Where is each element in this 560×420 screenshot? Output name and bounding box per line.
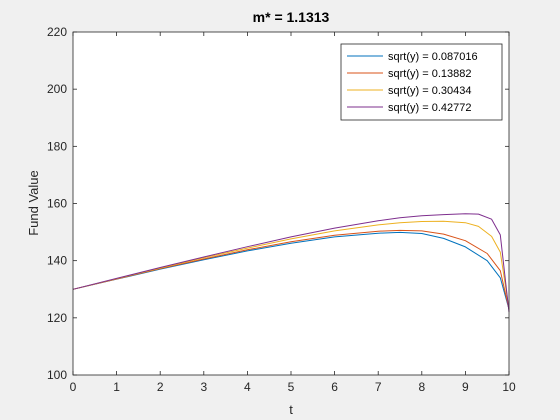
series-layer — [72, 213, 510, 313]
legend-label: sqrt(y) = 0.30434 — [388, 85, 471, 97]
chart-title: m* = 1.1313 — [253, 9, 330, 25]
legend-label: sqrt(y) = 0.13882 — [388, 68, 471, 80]
y-tick-label: 160 — [47, 197, 67, 211]
series-line-4 — [72, 213, 510, 313]
y-tick-label: 100 — [47, 368, 67, 382]
y-tick-label: 220 — [47, 25, 67, 39]
x-tick-label: 6 — [331, 380, 338, 394]
y-tick-label: 200 — [47, 82, 67, 96]
y-axis: 100 120 140 160 180 200 220 — [47, 25, 509, 382]
x-tick-label: 10 — [502, 380, 516, 394]
x-tick-label: 4 — [244, 380, 251, 394]
series-line-3 — [72, 220, 510, 310]
x-axis-label: t — [289, 402, 293, 417]
x-tick-label: 7 — [375, 380, 382, 394]
y-axis-label: Fund Value — [26, 170, 41, 236]
y-tick-label: 120 — [47, 311, 67, 325]
x-tick-label: 1 — [113, 380, 120, 394]
x-tick-label: 5 — [288, 380, 295, 394]
x-axis: 0 1 2 3 4 5 6 7 8 9 10 — [70, 32, 516, 394]
y-tick-label: 180 — [47, 139, 67, 153]
x-tick-label: 9 — [462, 380, 469, 394]
legend-label: sqrt(y) = 0.42772 — [388, 102, 471, 114]
x-tick-label: 2 — [157, 380, 164, 394]
legend: sqrt(y) = 0.087016 sqrt(y) = 0.13882 sqrt(… — [340, 43, 503, 121]
series-line-1 — [72, 231, 510, 310]
x-tick-label: 8 — [418, 380, 425, 394]
x-tick-label: 3 — [200, 380, 207, 394]
x-tick-label: 0 — [70, 380, 77, 394]
y-tick-label: 140 — [47, 254, 67, 268]
legend-label: sqrt(y) = 0.087016 — [388, 51, 478, 63]
series-line-2 — [72, 229, 510, 310]
